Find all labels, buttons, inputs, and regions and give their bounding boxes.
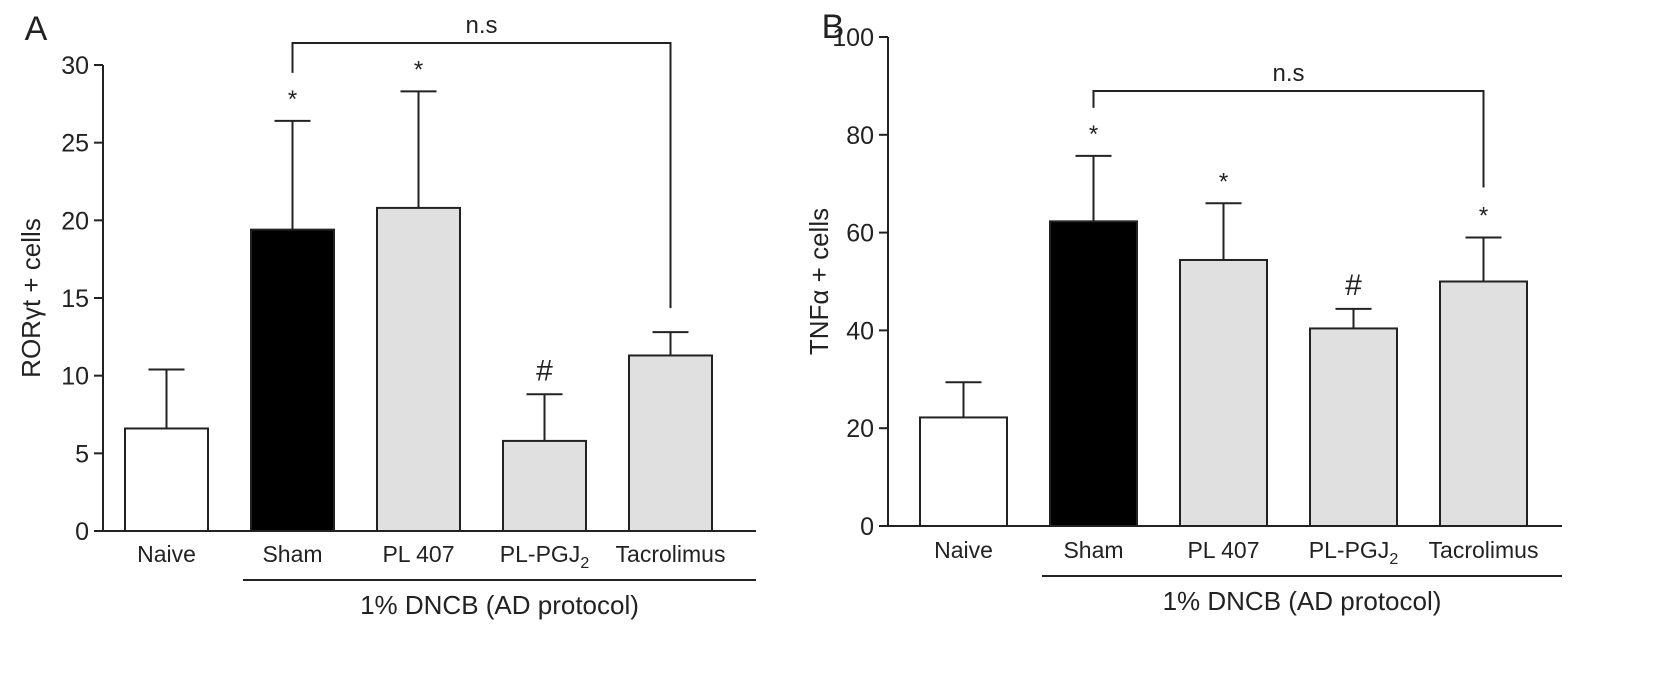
category-label-1: Naive bbox=[137, 541, 196, 567]
bar-2 bbox=[1049, 220, 1138, 527]
category-label-5: Tacrolimus bbox=[616, 541, 726, 567]
panel-a: A 0 5 10 15 20 25 30 RORγt + cells Naive * Sham * PL … bbox=[16, 10, 756, 620]
bar-5 bbox=[628, 354, 713, 532]
y-tick-label: 0 bbox=[860, 513, 874, 541]
y-tick-label: 80 bbox=[846, 122, 874, 150]
y-tick-label: 5 bbox=[75, 440, 89, 468]
bar-3 bbox=[376, 206, 461, 532]
bar-4 bbox=[1309, 327, 1398, 527]
y-tick-label: 20 bbox=[61, 207, 89, 235]
y-tick-label: 20 bbox=[846, 415, 874, 443]
group-label: 1% DNCB (AD protocol) bbox=[1163, 586, 1442, 616]
y-tick-label: 10 bbox=[61, 363, 89, 391]
panel-label: B bbox=[822, 8, 845, 46]
comparison-bracket bbox=[1092, 90, 1485, 188]
category-label-4: PL-PGJ2 bbox=[1309, 537, 1399, 568]
y-tick-label: 15 bbox=[61, 285, 89, 313]
category-label-3: PL 407 bbox=[1187, 537, 1259, 563]
bar-1 bbox=[124, 427, 209, 533]
category-label-3: PL 407 bbox=[382, 541, 454, 567]
bar-4 bbox=[502, 439, 587, 533]
significance-mark-4: # bbox=[536, 354, 553, 387]
y-axis-label: RORγt + cells bbox=[16, 218, 46, 378]
category-label-2: Sham bbox=[262, 541, 322, 567]
group-label: 1% DNCB (AD protocol) bbox=[360, 590, 639, 620]
bar-1 bbox=[919, 416, 1008, 527]
y-tick-label: 60 bbox=[846, 220, 874, 248]
category-label-5: Tacrolimus bbox=[1429, 537, 1539, 563]
significance-mark-3: * bbox=[1219, 168, 1228, 195]
significance-mark-2: * bbox=[288, 86, 297, 113]
category-label-1: Naive bbox=[934, 537, 993, 563]
y-tick-label: 100 bbox=[832, 24, 874, 52]
comparison-label: n.s bbox=[1272, 60, 1304, 87]
significance-mark-5: * bbox=[1479, 202, 1488, 229]
category-label-4: PL-PGJ2 bbox=[500, 541, 590, 572]
y-tick-label: 25 bbox=[61, 130, 89, 158]
significance-mark-2: * bbox=[1089, 121, 1098, 148]
bar-5 bbox=[1439, 280, 1528, 527]
y-tick-label: 30 bbox=[61, 52, 89, 80]
panel-b: B 0 20 40 60 80 100 TNFα + cells Naive * Sham * PL 4… bbox=[804, 8, 1562, 616]
comparison-label: n.s bbox=[465, 12, 497, 39]
y-axis-label: TNFα + cells bbox=[804, 208, 834, 355]
comparison-bracket bbox=[291, 42, 672, 309]
y-tick-label: 0 bbox=[75, 518, 89, 546]
y-tick-label: 40 bbox=[846, 317, 874, 345]
significance-mark-3: * bbox=[414, 56, 423, 83]
bar-2 bbox=[250, 228, 335, 533]
bar-3 bbox=[1179, 258, 1268, 527]
panel-label: A bbox=[25, 10, 48, 48]
category-label-2: Sham bbox=[1063, 537, 1123, 563]
significance-mark-4: # bbox=[1345, 269, 1362, 302]
